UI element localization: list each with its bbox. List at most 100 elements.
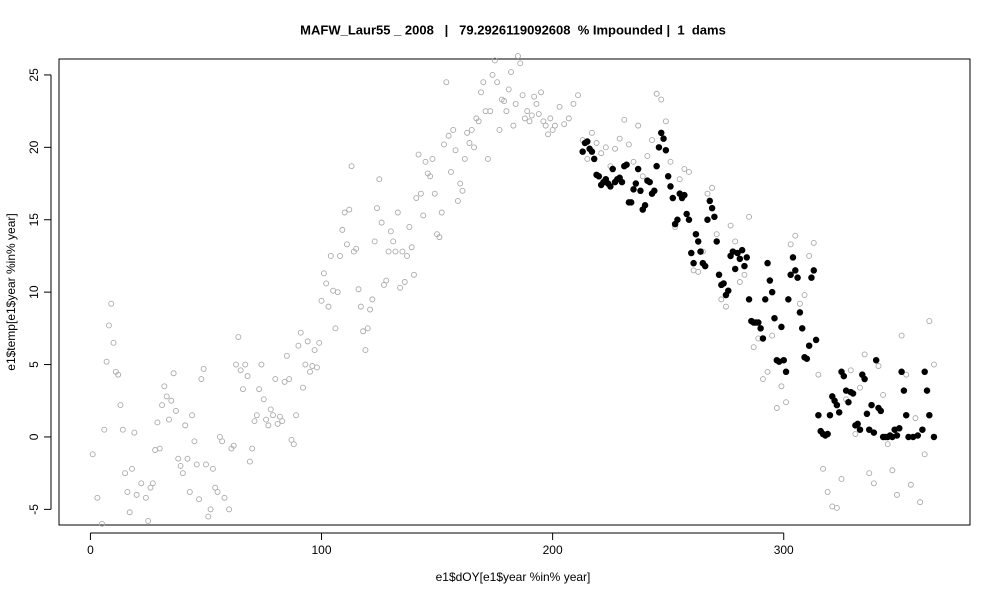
y-tick-label: 0 xyxy=(27,433,41,440)
data-point xyxy=(175,455,182,462)
data-point xyxy=(323,280,330,287)
data-point xyxy=(390,238,397,245)
data-point xyxy=(300,384,306,391)
data-point xyxy=(833,401,841,409)
data-point xyxy=(461,155,468,162)
data-point xyxy=(545,131,551,138)
x-tick-label: 0 xyxy=(87,543,94,557)
data-point xyxy=(870,429,878,436)
data-point xyxy=(787,271,794,279)
data-point xyxy=(884,441,891,448)
data-point xyxy=(496,127,503,133)
data-point xyxy=(253,412,260,419)
data-point xyxy=(838,476,845,482)
data-point xyxy=(149,480,156,487)
data-point xyxy=(369,296,376,303)
data-point xyxy=(344,241,350,248)
data-point xyxy=(515,53,521,60)
data-point xyxy=(475,118,482,125)
data-point xyxy=(694,238,702,245)
data-point xyxy=(866,470,873,477)
data-point xyxy=(189,412,196,419)
data-point xyxy=(237,367,244,374)
data-point xyxy=(362,347,369,354)
chart-title: MAFW_Laur55 _ 2008 | 79.2926119092608 % … xyxy=(300,22,726,37)
data-point xyxy=(346,206,353,213)
data-point xyxy=(681,166,688,173)
data-point xyxy=(706,197,714,205)
data-point xyxy=(172,407,179,414)
data-point xyxy=(593,140,600,146)
data-point xyxy=(595,173,603,180)
data-point xyxy=(89,451,96,458)
data-point xyxy=(662,118,669,125)
data-point xyxy=(653,162,660,170)
data-point xyxy=(216,434,223,440)
data-point xyxy=(226,506,233,513)
data-point xyxy=(688,249,695,257)
data-point xyxy=(528,112,535,119)
data-point xyxy=(519,92,526,99)
x-tick-label: 100 xyxy=(312,543,332,557)
data-point xyxy=(725,287,732,294)
data-point xyxy=(741,262,748,270)
data-point xyxy=(436,234,443,241)
data-point xyxy=(655,144,663,151)
data-point xyxy=(138,480,145,487)
data-point xyxy=(501,98,508,104)
data-point xyxy=(590,155,598,163)
data-point xyxy=(736,279,743,285)
data-point xyxy=(889,467,896,474)
data-point xyxy=(914,432,922,439)
data-point xyxy=(803,355,811,363)
data-point xyxy=(662,146,670,154)
data-point xyxy=(875,363,882,369)
data-point xyxy=(780,356,787,364)
data-point xyxy=(290,441,297,448)
data-point xyxy=(757,325,764,332)
data-point xyxy=(609,165,616,173)
data-point xyxy=(651,187,658,195)
data-point xyxy=(792,267,799,274)
data-point xyxy=(371,238,378,245)
data-point xyxy=(251,418,258,424)
data-point xyxy=(397,284,404,291)
data-point xyxy=(505,86,512,93)
data-point xyxy=(193,461,200,468)
data-point xyxy=(267,406,274,413)
data-point xyxy=(408,244,415,251)
data-point xyxy=(692,230,700,238)
data-point xyxy=(258,361,265,368)
data-point xyxy=(417,190,424,197)
data-point xyxy=(105,322,112,329)
plot-box xyxy=(58,58,971,526)
data-point xyxy=(868,401,875,409)
data-point xyxy=(664,173,672,180)
data-point xyxy=(126,509,133,516)
data-point xyxy=(718,296,725,303)
data-point xyxy=(900,387,908,394)
data-point xyxy=(618,178,626,186)
y-tick-label: 5 xyxy=(27,361,41,368)
data-point xyxy=(734,249,741,257)
data-point xyxy=(556,103,563,110)
data-point xyxy=(612,145,618,152)
data-point xyxy=(413,195,420,201)
data-point xyxy=(457,180,464,187)
data-point xyxy=(334,289,341,296)
data-point xyxy=(244,373,251,380)
data-point xyxy=(521,115,528,122)
y-tick-label: 25 xyxy=(27,68,41,82)
data-point xyxy=(450,127,457,133)
data-point xyxy=(588,148,596,155)
data-point xyxy=(738,246,746,254)
data-point xyxy=(923,387,931,394)
data-point xyxy=(561,121,568,128)
data-point xyxy=(579,148,586,155)
data-point xyxy=(801,292,808,298)
data-point xyxy=(815,371,822,378)
data-point xyxy=(367,306,374,313)
data-point xyxy=(639,173,646,180)
